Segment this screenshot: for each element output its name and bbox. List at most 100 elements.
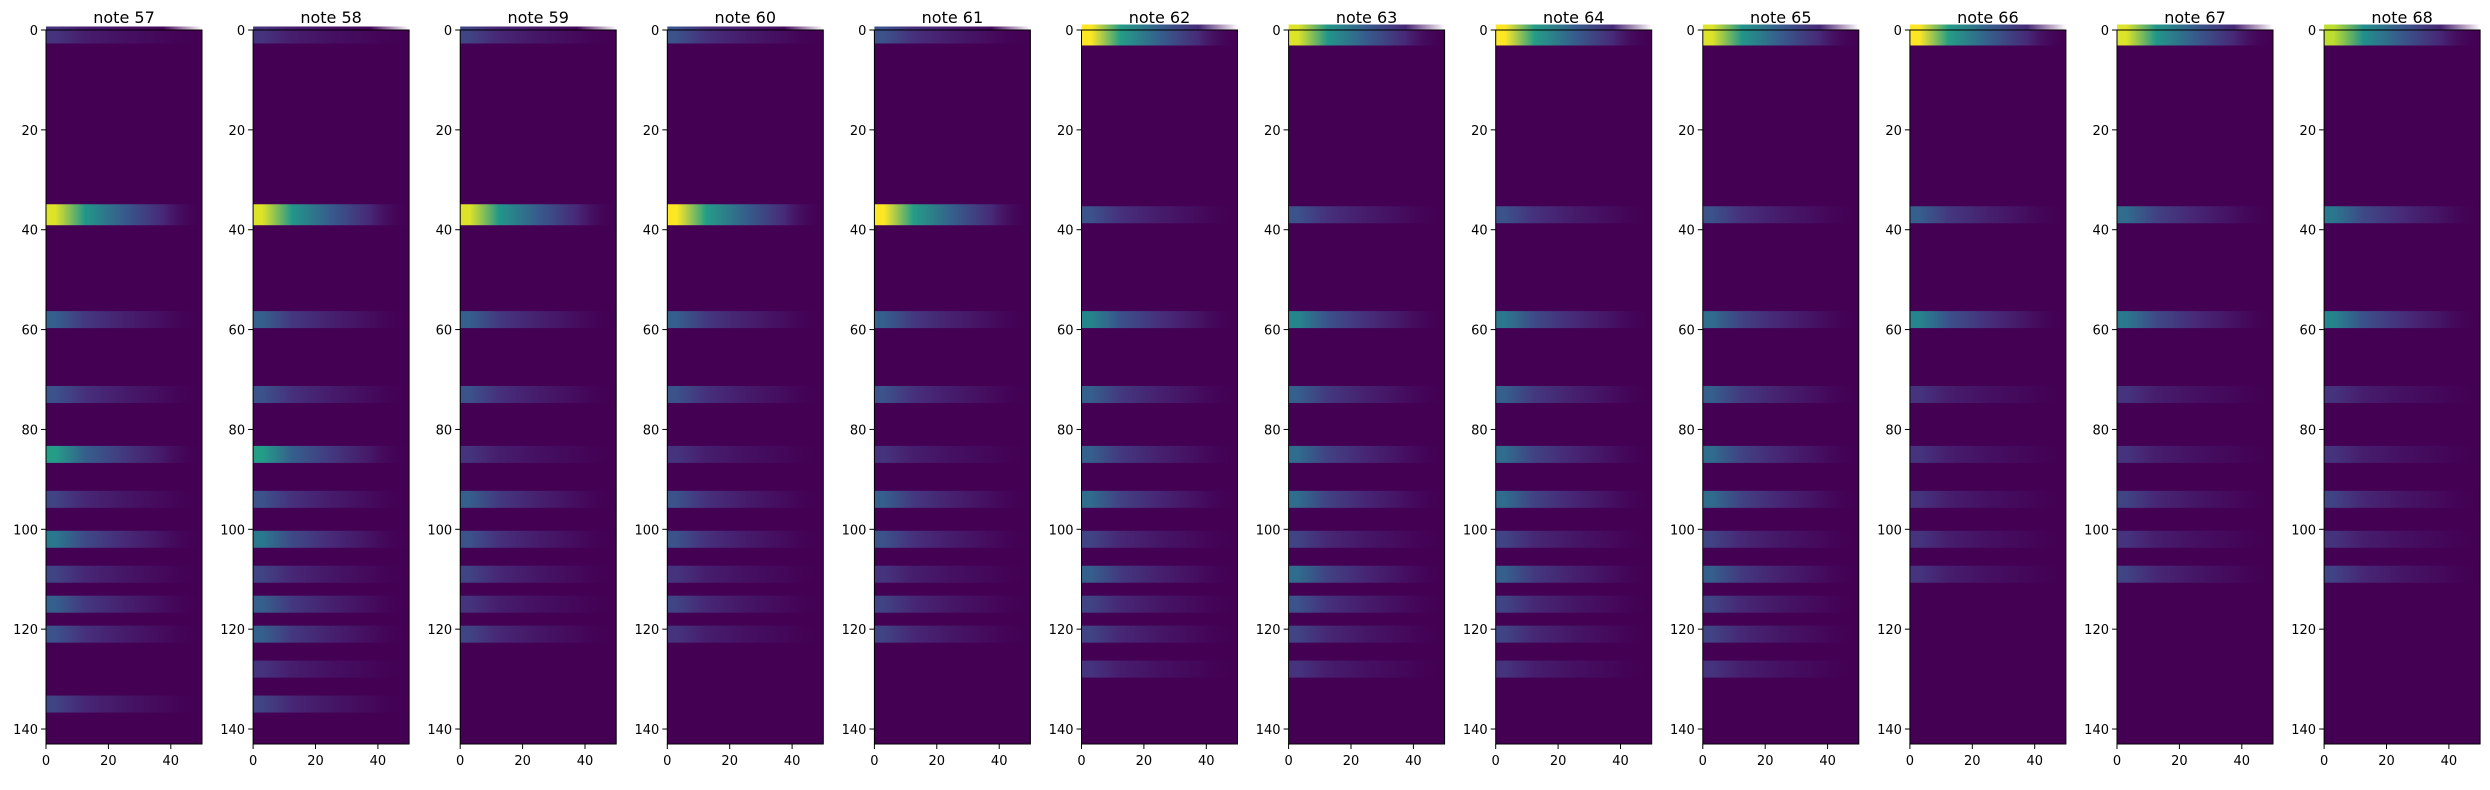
harmonic-band xyxy=(1288,386,1445,403)
harmonic-band xyxy=(1081,311,1238,329)
harmonic-band xyxy=(1702,490,1859,508)
y-tick-label: 140 xyxy=(220,723,245,738)
x-tick-label: 40 xyxy=(2026,754,2043,769)
y-tick-label: 20 xyxy=(850,124,867,139)
harmonic-band xyxy=(667,311,824,329)
harmonic-band xyxy=(253,490,410,508)
y-tick-label: 40 xyxy=(1471,224,1488,239)
harmonic-band xyxy=(1702,311,1859,329)
harmonic-band xyxy=(1081,490,1238,508)
x-tick-label: 0 xyxy=(1492,754,1500,769)
harmonic-band xyxy=(1081,24,1238,46)
harmonic-band xyxy=(874,445,1031,463)
harmonic-band xyxy=(874,595,1031,613)
x-tick-label: 40 xyxy=(1198,754,1215,769)
x-tick-label: 0 xyxy=(1284,754,1292,769)
harmonic-band xyxy=(1288,206,1445,224)
y-tick-label: 100 xyxy=(842,523,867,538)
x-tick-label: 40 xyxy=(2441,754,2458,769)
x-tick-label: 20 xyxy=(1550,754,1567,769)
axes-frame xyxy=(2116,29,2274,745)
harmonic-band xyxy=(1081,386,1238,403)
y-tick-label: 140 xyxy=(427,723,452,738)
harmonic-band xyxy=(667,490,824,508)
x-tick-label: 40 xyxy=(991,754,1008,769)
y-tick-label: 40 xyxy=(2300,224,2317,239)
harmonic-band xyxy=(253,595,410,613)
harmonic-band xyxy=(1909,311,2066,329)
harmonic-band xyxy=(1495,311,1652,329)
harmonic-band xyxy=(1288,24,1445,46)
y-tick-label: 0 xyxy=(2308,24,2316,39)
harmonic-band xyxy=(1288,660,1445,678)
harmonic-band xyxy=(253,311,410,329)
y-tick-label: 80 xyxy=(2300,423,2317,438)
harmonic-band xyxy=(2117,490,2273,508)
harmonic-band xyxy=(1495,660,1652,678)
x-tick-label: 0 xyxy=(249,754,257,769)
y-tick-label: 40 xyxy=(436,224,453,239)
harmonic-band xyxy=(46,565,202,583)
y-tick-label: 140 xyxy=(1463,723,1488,738)
y-tick-label: 40 xyxy=(1057,224,1074,239)
harmonic-band xyxy=(46,625,202,643)
y-tick-label: 20 xyxy=(1678,124,1695,139)
y-tick-label: 120 xyxy=(1670,623,1695,638)
y-tick-label: 80 xyxy=(436,423,453,438)
y-tick-label: 120 xyxy=(220,623,245,638)
harmonic-band xyxy=(1495,206,1652,224)
y-tick-label: 0 xyxy=(30,24,38,39)
harmonic-band xyxy=(2324,206,2481,224)
x-tick-label: 0 xyxy=(456,754,464,769)
harmonic-band xyxy=(253,660,410,678)
y-tick-label: 140 xyxy=(2084,723,2109,738)
harmonic-band xyxy=(1495,565,1652,583)
harmonic-band xyxy=(1495,625,1652,643)
y-tick-label: 80 xyxy=(229,423,246,438)
harmonic-band xyxy=(1495,530,1652,548)
panel-title: note 57 xyxy=(93,8,155,27)
heatmap-panel: note 65 0 20 40 60 80 100 120 140 0 20 40 xyxy=(1670,8,1860,769)
y-tick-label: 0 xyxy=(651,24,659,39)
y-tick-label: 40 xyxy=(1264,224,1281,239)
x-tick-label: 20 xyxy=(1757,754,1774,769)
y-tick-label: 100 xyxy=(1877,523,1902,538)
y-tick-label: 40 xyxy=(850,224,867,239)
axes-frame xyxy=(459,29,617,745)
x-tick-label: 40 xyxy=(577,754,594,769)
harmonic-band xyxy=(1702,24,1859,46)
harmonic-band xyxy=(874,26,1031,44)
x-tick-label: 40 xyxy=(163,754,180,769)
harmonic-band xyxy=(253,445,410,463)
y-tick-label: 20 xyxy=(2300,124,2317,139)
x-tick-label: 0 xyxy=(1699,754,1707,769)
harmonic-band xyxy=(460,204,617,226)
x-tick-label: 0 xyxy=(1077,754,1085,769)
y-tick-label: 80 xyxy=(1057,423,1074,438)
y-tick-label: 140 xyxy=(1256,723,1281,738)
x-tick-label: 40 xyxy=(1612,754,1629,769)
y-tick-label: 40 xyxy=(1885,224,1902,239)
harmonic-band xyxy=(1288,311,1445,329)
y-tick-label: 60 xyxy=(2300,324,2317,339)
harmonic-band xyxy=(2324,311,2481,329)
harmonic-band xyxy=(1909,490,2066,508)
y-tick-label: 80 xyxy=(1885,423,1902,438)
y-tick-label: 80 xyxy=(643,423,660,438)
x-tick-label: 40 xyxy=(784,754,801,769)
y-tick-label: 60 xyxy=(1885,324,1902,339)
harmonic-band xyxy=(667,204,824,226)
y-tick-label: 60 xyxy=(21,324,38,339)
y-tick-label: 100 xyxy=(220,523,245,538)
y-tick-label: 60 xyxy=(436,324,453,339)
y-tick-label: 120 xyxy=(1877,623,1902,638)
heatmap-panel: note 62 0 20 40 60 80 100 120 140 0 20 40 xyxy=(1049,8,1238,769)
axes-frame xyxy=(2323,29,2481,745)
panel-title: note 64 xyxy=(1543,8,1605,27)
y-tick-label: 20 xyxy=(2092,124,2109,139)
y-tick-label: 0 xyxy=(2101,24,2109,39)
harmonic-band xyxy=(874,625,1031,643)
axes-frame xyxy=(45,29,203,745)
harmonic-band xyxy=(2324,386,2481,403)
